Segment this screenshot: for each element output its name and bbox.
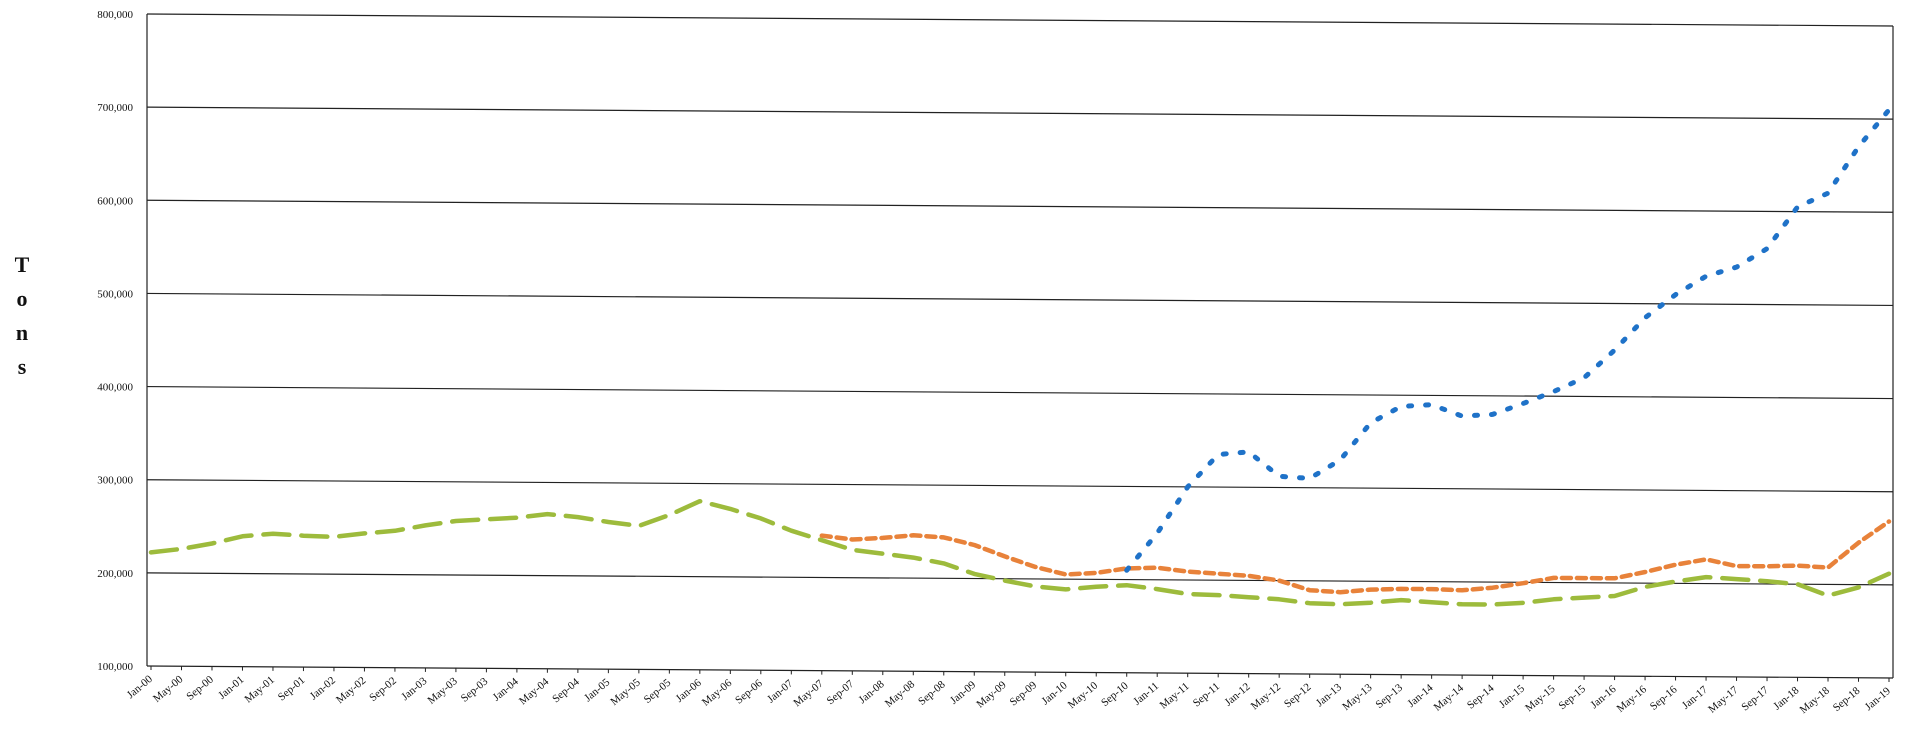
x-tick-label: Jan-16: [1588, 683, 1619, 711]
gridlines: [146, 13, 1894, 679]
y-tick-labels: 100,000 200,000 300,000 400,000 500,000 600,0…: [97, 9, 133, 673]
gridline: [146, 106, 1894, 120]
x-tick-label: Sep-03: [459, 675, 491, 705]
x-tick-label: Sep-04: [550, 676, 582, 706]
x-tick-label: Jan-15: [1497, 682, 1528, 710]
x-tick-label: Sep-08: [916, 678, 948, 708]
x-tick-label: Sep-14: [1465, 682, 1497, 712]
x-tick-label: May-17: [1706, 684, 1741, 716]
x-tick-label: Jan-09: [948, 678, 979, 706]
series-lines: [148, 107, 1892, 607]
x-tick-label: Jan-10: [1039, 679, 1070, 707]
x-tick-label: May-16: [1615, 683, 1650, 715]
x-tick-label: May-04: [517, 676, 552, 708]
x-tick-label: Jan-06: [674, 677, 705, 705]
x-tick-label: May-14: [1432, 682, 1467, 714]
gridline: [146, 572, 1894, 586]
y-axis-label-letter: n: [15, 320, 29, 345]
x-tick-label: Jan-18: [1771, 684, 1802, 712]
gridline: [146, 479, 1894, 493]
x-tick-label: Jan-12: [1222, 681, 1252, 709]
x-tick-label: Jan-01: [216, 674, 246, 702]
y-axis-label-letter: s: [17, 354, 27, 379]
gridline: [146, 199, 1894, 213]
x-tick-label: May-10: [1066, 679, 1101, 711]
x-tick-label: Sep-18: [1831, 685, 1863, 715]
x-tick-label: Sep-06: [733, 677, 765, 707]
series-line-3: [1124, 107, 1892, 573]
x-tick-label: Sep-11: [1191, 680, 1222, 709]
x-tick-label: Sep-02: [367, 675, 399, 704]
y-tick-label: 600,000: [97, 195, 133, 207]
y-axis-label-letter: o: [16, 286, 28, 311]
x-tick-label: May-07: [791, 677, 826, 709]
y-tick-label: 800,000: [97, 9, 133, 21]
gridline: [146, 385, 1894, 400]
x-tick-label: Sep-01: [276, 674, 308, 703]
x-tick-label: May-12: [1249, 681, 1283, 713]
x-tick-label: Sep-05: [642, 676, 674, 706]
x-tick-label: Jan-04: [491, 675, 522, 703]
y-axis-label-letter: T: [14, 252, 30, 277]
y-tick-label: 100,000: [97, 661, 133, 673]
x-tick-label: Sep-16: [1648, 683, 1680, 713]
series-line-2: [819, 519, 1892, 595]
x-tick-label: Sep-07: [825, 678, 857, 708]
gridline: [146, 292, 1894, 307]
x-tick-label: May-18: [1798, 684, 1833, 716]
x-tick-label: Jan-13: [1314, 681, 1345, 709]
x-tick-label: May-06: [700, 677, 735, 709]
x-tick-label: May-15: [1523, 682, 1558, 714]
x-tick-label: May-05: [608, 676, 643, 708]
x-tick-label: Jan-05: [582, 676, 613, 704]
y-tick-label: 300,000: [97, 475, 133, 487]
y-tick-label: 200,000: [97, 568, 133, 580]
y-tick-label: 400,000: [97, 382, 133, 394]
x-tick-label: Sep-13: [1373, 681, 1405, 711]
x-tick-label: Jan-02: [308, 674, 338, 702]
x-tick-label: Sep-10: [1099, 680, 1131, 710]
x-tick-label: Jan-03: [399, 675, 430, 703]
x-tick-label: Jan-00: [125, 673, 156, 701]
x-tick-label: May-03: [425, 675, 460, 707]
x-tick-label: Jan-11: [1131, 680, 1161, 708]
gridline: [146, 13, 1894, 27]
x-tick-label: Sep-17: [1739, 684, 1771, 714]
x-tick-label: May-11: [1158, 680, 1192, 711]
y-tick-label: 700,000: [97, 102, 133, 114]
plot-frame: [146, 14, 1894, 682]
x-tick-label: Jan-19: [1863, 685, 1894, 713]
gridline: [146, 665, 1894, 679]
x-tick-label: Jan-17: [1680, 684, 1711, 712]
x-tick-label: May-01: [242, 674, 276, 706]
x-tick-label: Jan-07: [765, 677, 796, 705]
x-tick-label: May-13: [1340, 681, 1375, 713]
x-tick-label: May-00: [151, 673, 186, 705]
x-tick-label: Sep-09: [1008, 679, 1040, 709]
x-tick-label: May-08: [883, 678, 918, 710]
x-tick-label: Sep-00: [184, 673, 216, 703]
x-tick-label: May-09: [974, 679, 1009, 711]
series-line-1: [148, 498, 1892, 607]
y-tick-label: 500,000: [97, 288, 133, 300]
x-tick-label: Sep-15: [1556, 683, 1588, 713]
x-tick-label: Sep-12: [1282, 681, 1314, 710]
x-tick-label: May-02: [334, 675, 368, 707]
